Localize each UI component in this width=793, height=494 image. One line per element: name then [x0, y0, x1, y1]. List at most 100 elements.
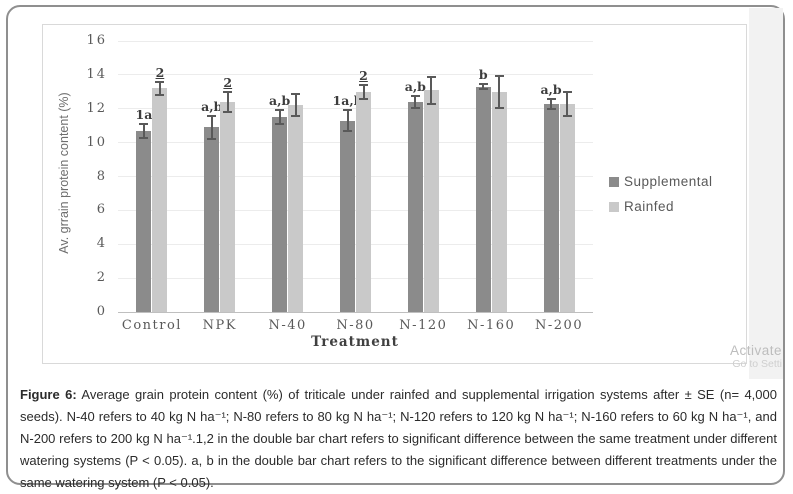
- x-tick-label-n-200: N-200: [535, 318, 584, 333]
- error-cap-bottom: [291, 115, 301, 118]
- sig-label-rainfed-n-80: 2: [359, 68, 368, 84]
- error-cap-bottom: [223, 111, 233, 114]
- legend-item-supplemental: Supplemental: [609, 174, 713, 189]
- error-bar-rainfed-n-160: [498, 75, 501, 108]
- error-cap-bottom: [155, 94, 165, 97]
- sig-label-supplemental-n-40: a,b: [269, 93, 291, 109]
- legend-swatch-rainfed: [609, 201, 619, 212]
- gridline-y4: [118, 243, 593, 245]
- error-cap-top: [359, 84, 368, 87]
- activation-watermark-line1: Activate: [729, 343, 782, 358]
- error-cap-bottom: [275, 122, 285, 125]
- error-bar-supplemental-n-120: [414, 96, 417, 108]
- error-bar-supplemental-npk: [210, 115, 213, 140]
- x-tick-label-n-120: N-120: [399, 318, 448, 333]
- legend-swatch-supplemental: [609, 176, 619, 187]
- activation-watermark: Activate Go to Setti: [730, 343, 782, 370]
- bar-rainfed-n-200: [559, 103, 575, 312]
- error-cap-top: [223, 90, 233, 93]
- gridline-y8: [118, 176, 593, 177]
- y-axis-title: Av. grrain protein content (%): [57, 92, 71, 254]
- x-tick-label-n-160: N-160: [467, 318, 516, 333]
- error-cap-bottom: [562, 114, 572, 117]
- error-cap-top: [426, 75, 436, 78]
- error-bar-supplemental-n-200: [550, 98, 553, 109]
- plot-area: 0 2 4 6 8 10 12 14 16 Control 1a 2 NPK a,b 2 N-40 a,b N-8…: [43, 25, 746, 363]
- x-tick-label-npk: NPK: [202, 318, 237, 333]
- error-cap-top: [546, 97, 556, 100]
- gridline-y6: [118, 209, 593, 211]
- chart-area: 0 2 4 6 8 10 12 14 16 Control 1a 2 NPK a,b 2 N-40 a,b N-8…: [42, 24, 747, 364]
- bar-rainfed-n-80: [356, 91, 371, 312]
- y-tick-label-4: 4: [96, 236, 107, 252]
- y-tick-label-8: 8: [96, 168, 107, 184]
- x-tick-label-n-40: N-40: [268, 318, 307, 333]
- error-cap-top: [478, 83, 488, 86]
- bar-supplemental-n-200: [543, 103, 559, 312]
- error-cap-bottom: [410, 106, 420, 109]
- y-tick-label-10: 10: [86, 134, 107, 150]
- bar-rainfed-n-120: [423, 90, 439, 312]
- error-cap-bottom: [426, 102, 436, 105]
- bar-supplemental-control: [136, 130, 152, 312]
- sig-label-supplemental-n-200: a,b: [540, 81, 562, 97]
- error-cap-top: [494, 74, 504, 77]
- sig-label-supplemental-npk: a,b: [201, 98, 223, 114]
- error-cap-top: [291, 93, 301, 96]
- legend: Supplemental Rainfed: [609, 174, 713, 224]
- error-cap-top: [343, 109, 352, 112]
- error-bar-rainfed-control: [158, 81, 161, 96]
- error-bar-rainfed-n-40: [294, 94, 297, 117]
- x-axis-line: [118, 311, 593, 313]
- bar-rainfed-control: [152, 88, 168, 312]
- error-cap-top: [139, 122, 149, 125]
- legend-label-supplemental: Supplemental: [624, 174, 713, 189]
- error-cap-bottom: [546, 107, 556, 110]
- error-cap-top: [155, 80, 165, 83]
- error-bar-rainfed-n-80: [362, 85, 365, 99]
- figure-caption-body: Average grain protein content (%) of tri…: [20, 387, 777, 490]
- y-tick-label-2: 2: [96, 270, 107, 286]
- error-bar-supplemental-n-40: [278, 110, 281, 124]
- sig-label-supplemental-n-120: a,b: [404, 79, 426, 95]
- error-bar-rainfed-npk: [226, 91, 229, 113]
- y-tick-label-0: 0: [96, 304, 107, 319]
- gridline-y10: [118, 142, 593, 144]
- error-bar-rainfed-n-120: [430, 76, 433, 104]
- error-cap-bottom: [359, 97, 368, 100]
- y-tick-label-16: 16: [86, 33, 107, 48]
- legend-label-rainfed: Rainfed: [624, 199, 675, 214]
- bar-supplemental-npk: [204, 127, 220, 312]
- bar-supplemental-n-160: [475, 86, 491, 312]
- error-cap-top: [410, 95, 420, 98]
- error-cap-bottom: [494, 106, 504, 109]
- error-cap-bottom: [343, 129, 352, 132]
- error-cap-top: [562, 90, 572, 93]
- chart-right-margin: [749, 8, 783, 379]
- bar-rainfed-n-160: [491, 91, 507, 312]
- sig-label-supplemental-n-160: b: [478, 67, 488, 83]
- error-bar-supplemental-n-80: [346, 110, 349, 131]
- gridline-y14: [118, 74, 593, 76]
- gridline-y2: [118, 277, 593, 279]
- bar-supplemental-n-40: [272, 117, 288, 312]
- sig-label-supplemental-n-80: 1a,b: [332, 93, 363, 109]
- figure-caption-label: Figure 6:: [20, 387, 77, 402]
- error-cap-bottom: [207, 138, 217, 141]
- legend-item-rainfed: Rainfed: [609, 199, 713, 214]
- error-bar-rainfed-n-200: [566, 91, 569, 116]
- error-bar-supplemental-n-160: [482, 84, 485, 90]
- y-tick-label-6: 6: [96, 202, 107, 218]
- sig-label-rainfed-npk: 2: [223, 74, 233, 90]
- bar-supplemental-n-120: [407, 101, 423, 312]
- y-tick-label-14: 14: [86, 66, 107, 82]
- error-cap-top: [275, 109, 285, 112]
- sig-label-supplemental-control: 1a: [135, 106, 153, 122]
- bar-supplemental-n-80: [340, 120, 355, 312]
- x-axis-title: Treatment: [311, 334, 399, 350]
- bar-rainfed-n-40: [288, 105, 304, 312]
- activation-watermark-line2: Go to Setti: [732, 358, 782, 370]
- error-cap-top: [207, 114, 217, 117]
- error-cap-bottom: [139, 136, 149, 139]
- gridline-y16: [118, 40, 593, 42]
